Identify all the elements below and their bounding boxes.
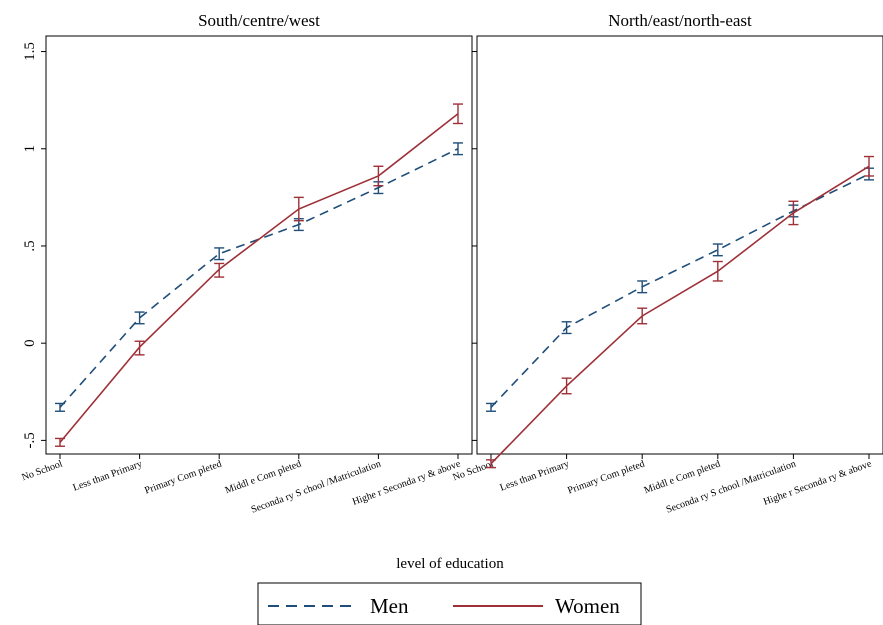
x-tick-label: No School [20, 458, 64, 483]
plot-frame [476, 35, 883, 455]
y-tick-label: .5 [22, 240, 38, 251]
panel-1: South/centre/west -.5 0 .5 1 1.5 No School Less… [20, 11, 473, 516]
legend-box [257, 582, 642, 625]
legend: Men Women [257, 582, 642, 625]
series-line-men [490, 173, 870, 408]
x-tick-label: Less than Primary [498, 458, 570, 493]
plot-frame [45, 35, 473, 455]
x-tick-label: Less than Primary [71, 458, 143, 493]
x-axis-title: level of education [396, 556, 504, 572]
y-tick-label: -.5 [22, 432, 38, 448]
legend-men-label: Men [370, 594, 409, 618]
x-tick-label: Primary Com pleted [566, 458, 646, 496]
panel-title: South/centre/west [198, 11, 320, 30]
series-line-men [59, 148, 459, 408]
y-tick-label: 0 [22, 339, 38, 347]
x-tick-label: Seconda ry S chool /Matriculation [250, 458, 383, 515]
legend-women-label: Women [555, 594, 620, 618]
x-tick-label: Seconda ry S chool /Matriculation [665, 458, 798, 515]
series-line-women [490, 165, 870, 465]
series-line-women [59, 113, 459, 443]
x-tick-label: Primary Com pleted [143, 458, 223, 496]
y-tick-label: 1 [22, 145, 38, 153]
chart-panels: South/centre/west -.5 0 .5 1 1.5 No School Less… [20, 11, 883, 516]
panel-title: North/east/north-east [608, 11, 752, 30]
y-tick-label: 1.5 [22, 42, 38, 61]
